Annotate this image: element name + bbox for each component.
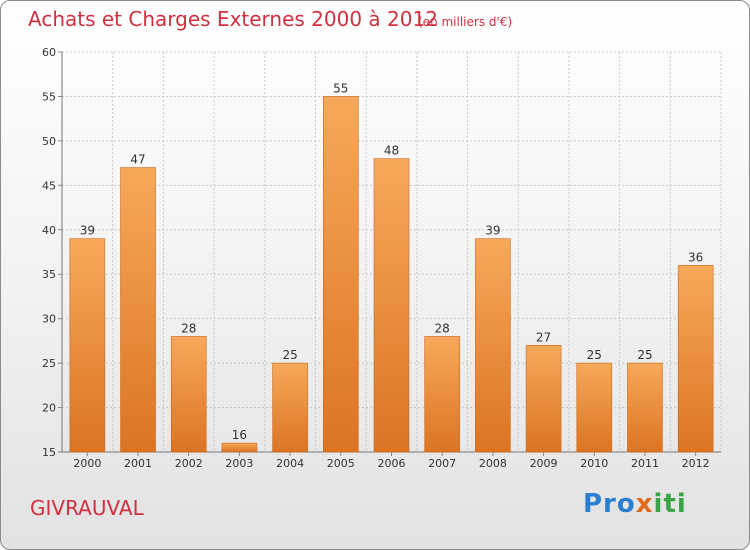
bar-2011: [627, 362, 663, 453]
data-label-2011: 25: [637, 348, 652, 362]
data-label-2002: 28: [181, 321, 196, 335]
x-tick-label-2007: 2007: [428, 457, 456, 470]
x-tick-label-2009: 2009: [530, 457, 558, 470]
y-tick-label: 20: [42, 402, 56, 415]
data-label-2004: 25: [282, 348, 297, 362]
y-tick-label: 35: [42, 268, 56, 281]
chart-title: Achats et Charges Externes 2000 à 2012: [28, 7, 438, 31]
x-tick-label-2008: 2008: [479, 457, 507, 470]
bar-2003: [221, 442, 258, 453]
x-tick-label-2011: 2011: [631, 457, 659, 470]
bar-2010: [576, 362, 613, 453]
y-tick-label: 60: [42, 46, 56, 59]
data-label-2005: 55: [333, 81, 348, 95]
labels: 15 20 25 30 35 40 45 50 55 60 39 2000 47 2001 28 2002 16…: [42, 46, 710, 470]
x-tick-label-2000: 2000: [73, 457, 101, 470]
bars: [69, 96, 714, 453]
x-tick-label-2004: 2004: [276, 457, 304, 470]
bar-2005: [323, 96, 359, 453]
bar-2006: [373, 158, 410, 453]
y-tick-label: 45: [42, 179, 56, 192]
y-tick-label: 30: [42, 313, 56, 326]
data-label-2010: 25: [587, 348, 602, 362]
x-tick-label-2006: 2006: [378, 457, 406, 470]
logo-part-2: x: [635, 489, 654, 519]
location-name: GIVRAUVAL: [30, 496, 144, 520]
x-tick-label-2010: 2010: [580, 457, 608, 470]
y-tick-label: 15: [42, 446, 56, 459]
data-label-2006: 48: [384, 144, 399, 158]
logo-part-1: Pro: [583, 489, 636, 519]
x-tick-label-2001: 2001: [124, 457, 152, 470]
data-label-2001: 47: [130, 153, 145, 167]
bar-2009: [525, 345, 562, 453]
y-tick-label: 55: [42, 90, 56, 103]
x-tick-label-2012: 2012: [682, 457, 710, 470]
proxiti-logo: Proxiti: [583, 489, 687, 519]
bar-2007: [424, 336, 460, 453]
chart-subtitle: (en milliers d'€): [418, 15, 513, 29]
y-tick-label: 25: [42, 357, 56, 370]
data-label-2012: 36: [688, 250, 703, 264]
bar-2000: [69, 238, 106, 453]
data-label-2007: 28: [435, 321, 450, 335]
y-tick-label: 50: [42, 135, 56, 148]
logo-part-3: iti: [653, 489, 687, 519]
x-tick-label-2002: 2002: [175, 457, 203, 470]
x-tick-label-2003: 2003: [225, 457, 253, 470]
bar-2008: [475, 238, 511, 453]
bar-2012: [677, 265, 714, 453]
data-label-2003: 16: [232, 428, 247, 442]
x-tick-label-2005: 2005: [327, 457, 355, 470]
data-label-2008: 39: [485, 224, 500, 238]
bar-2002: [170, 336, 207, 453]
data-label-2009: 27: [536, 330, 551, 344]
y-tick-label: 40: [42, 224, 56, 237]
data-label-2000: 39: [80, 224, 95, 238]
bar-2004: [272, 362, 308, 453]
bar-2001: [120, 167, 156, 453]
